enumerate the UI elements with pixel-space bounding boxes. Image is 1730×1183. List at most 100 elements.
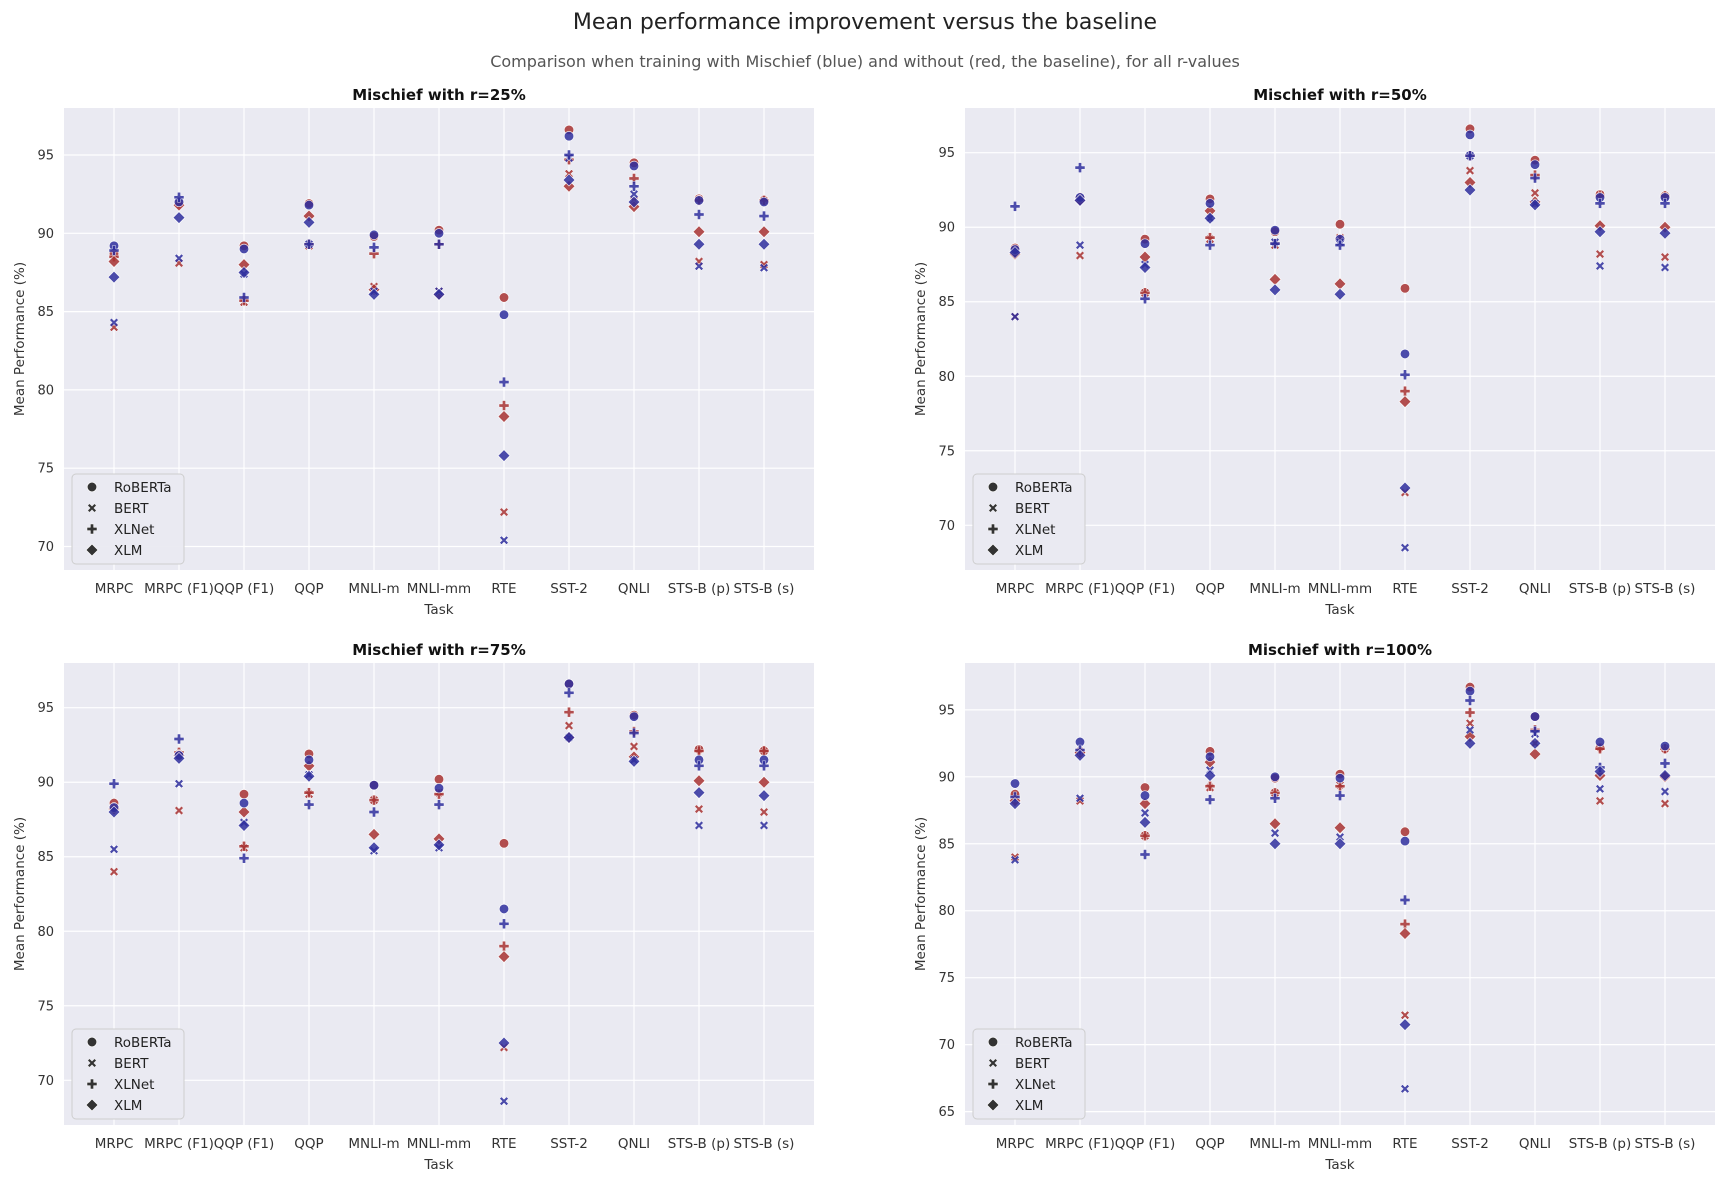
data-point — [1399, 894, 1411, 906]
data-point — [174, 253, 184, 263]
data-point — [757, 775, 771, 789]
x-tick-label: STS-B (s) — [734, 581, 795, 597]
data-point — [238, 788, 250, 800]
data-point — [1659, 740, 1671, 752]
x-tick-label: MNLI-m — [1249, 1136, 1300, 1152]
chart-panel-1: 70 75 80 85 90 95 MRPC MRPC (F1) QQP (F1) QQP MNLI… — [12, 86, 814, 618]
data-point — [1400, 542, 1410, 553]
legend-marker — [85, 543, 99, 557]
data-point — [1465, 165, 1475, 176]
data-point — [1464, 695, 1476, 706]
data-point — [1529, 172, 1541, 184]
legend-label: XLM — [1015, 1098, 1043, 1114]
data-point — [1400, 1010, 1410, 1020]
data-point — [497, 449, 511, 463]
data-point — [107, 254, 121, 268]
data-point — [433, 239, 445, 250]
data-point — [1269, 793, 1281, 804]
x-tick-label: STS-B (s) — [1635, 581, 1696, 597]
data-point — [1008, 797, 1022, 811]
data-point — [693, 209, 705, 220]
legend-label: RoBERTa — [1015, 1035, 1073, 1051]
legend-marker — [987, 481, 999, 493]
data-point — [1268, 283, 1282, 297]
data-point — [498, 940, 510, 952]
data-point — [1270, 828, 1280, 838]
x-tick-label: MRPC (F1) — [1045, 1136, 1115, 1152]
data-point — [692, 786, 706, 800]
x-tick-label: SST-2 — [550, 1136, 588, 1152]
y-tick-label: 95 — [37, 701, 54, 716]
x-tick-label: SST-2 — [550, 581, 588, 597]
data-point — [109, 866, 119, 877]
y-tick-label: 90 — [37, 227, 54, 242]
legend-label: XLM — [114, 543, 142, 559]
y-axis-label: Mean Performance (%) — [12, 262, 28, 416]
y-axis-label: Mean Performance (%) — [913, 817, 929, 971]
data-point — [628, 711, 640, 722]
data-point — [694, 820, 704, 831]
data-point — [1529, 711, 1541, 722]
data-point — [238, 841, 250, 852]
data-point — [303, 799, 315, 810]
legend-marker — [988, 503, 998, 513]
data-point — [1400, 1084, 1410, 1094]
data-point — [432, 287, 446, 301]
data-point — [1399, 348, 1411, 360]
data-point — [107, 805, 121, 819]
data-point — [498, 292, 510, 303]
data-point — [1398, 395, 1412, 409]
x-tick-label: STS-B (p) — [668, 581, 730, 597]
x-axis-label: Task — [423, 602, 453, 618]
data-point — [1075, 250, 1085, 261]
x-tick-label: QQP — [1195, 581, 1224, 597]
data-point — [1009, 778, 1021, 789]
data-point — [759, 263, 769, 273]
data-point — [1203, 211, 1217, 225]
legend-label: XLM — [114, 1098, 142, 1114]
data-point — [693, 195, 705, 206]
x-tick-label: QQP — [294, 1136, 323, 1152]
data-point — [108, 778, 120, 789]
y-tick-label: 65 — [938, 1105, 955, 1120]
data-point — [628, 160, 640, 172]
legend-marker — [86, 1078, 98, 1090]
x-tick-label: QQP — [1195, 1136, 1224, 1152]
data-point — [1334, 219, 1346, 230]
data-point — [563, 149, 575, 161]
data-point — [367, 841, 381, 855]
data-point — [1204, 198, 1216, 209]
data-point — [1464, 707, 1476, 718]
data-point — [498, 309, 510, 320]
data-point — [1138, 797, 1152, 811]
data-point — [1334, 790, 1346, 801]
data-point — [109, 317, 119, 328]
chart-panel-3: 70 75 80 85 90 95 MRPC MRPC (F1) QQP (F1) QQP MNLI… — [12, 641, 814, 1173]
x-tick-label: QNLI — [1519, 1136, 1551, 1152]
data-point — [367, 827, 381, 841]
y-tick-label: 80 — [37, 925, 54, 940]
y-axis-label: Mean Performance (%) — [913, 262, 929, 416]
data-point — [1139, 293, 1151, 305]
data-point — [1660, 798, 1670, 809]
data-point — [1075, 240, 1085, 250]
x-tick-label: STS-B (s) — [1635, 1136, 1696, 1152]
data-point — [564, 720, 574, 731]
data-point — [1010, 311, 1020, 322]
legend-box — [71, 473, 185, 565]
data-point — [1660, 252, 1670, 262]
data-point — [1269, 771, 1281, 782]
data-point — [1595, 796, 1605, 806]
legend-box — [71, 1028, 185, 1120]
legend-marker — [986, 543, 1000, 557]
legend-box — [972, 473, 1086, 565]
data-point — [1659, 198, 1671, 209]
data-point — [1464, 129, 1476, 140]
data-point — [1335, 832, 1345, 842]
chart-panel-4: 65 70 75 80 85 90 95 MRPC MRPC (F1) QQP (F1) QQP MN… — [913, 641, 1715, 1173]
data-point — [758, 760, 770, 772]
data-point — [238, 243, 250, 255]
x-tick-label: STS-B (p) — [1569, 1136, 1631, 1152]
data-point — [1659, 758, 1671, 769]
x-tick-label: MNLI-m — [348, 581, 399, 597]
